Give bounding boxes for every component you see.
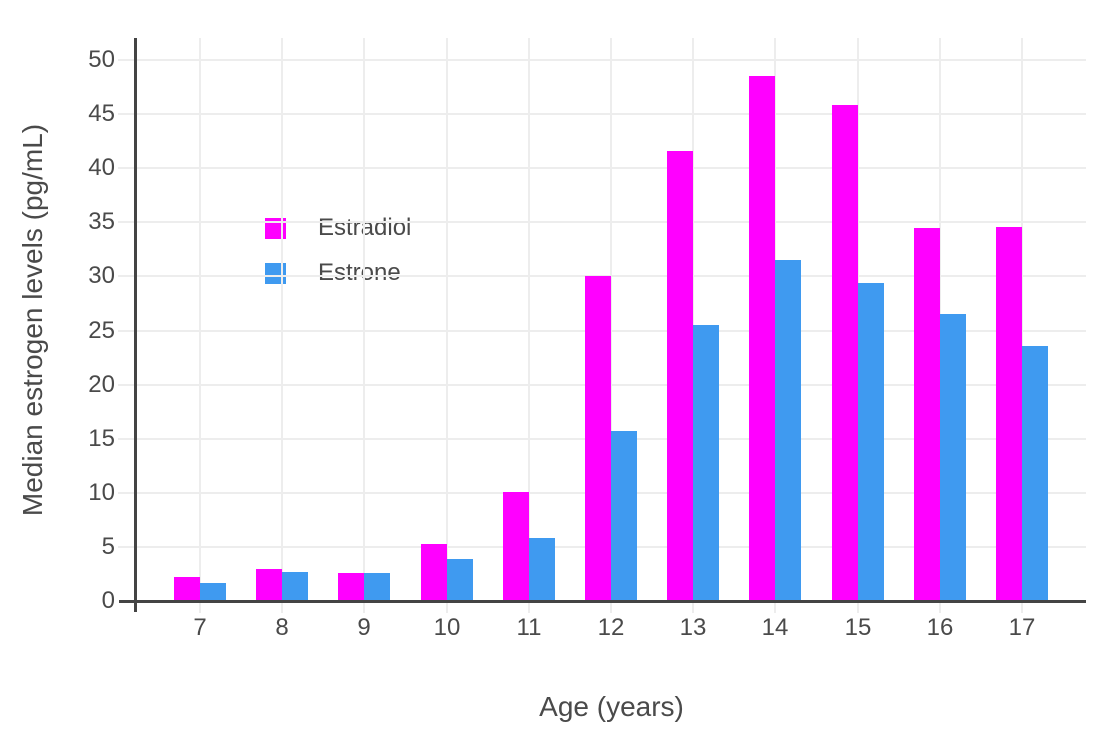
x-gridline (199, 38, 201, 601)
bar-estrone-age-12[interactable] (611, 431, 637, 601)
x-gridline (528, 38, 530, 601)
bar-estradiol-age-9[interactable] (338, 573, 364, 601)
bar-estradiol-age-14[interactable] (749, 76, 775, 601)
bar-estrone-age-16[interactable] (940, 314, 966, 601)
x-gridline (692, 38, 694, 601)
x-tick (857, 603, 859, 613)
bar-estrone-age-10[interactable] (447, 559, 473, 601)
x-gridline (446, 38, 448, 601)
y-axis-line (134, 38, 137, 612)
x-gridline (610, 38, 612, 601)
x-tick (281, 603, 283, 613)
bar-estradiol-age-15[interactable] (832, 105, 858, 601)
y-tick (118, 492, 137, 494)
bar-estrone-age-11[interactable] (529, 538, 555, 601)
x-tick (363, 603, 365, 613)
y-tick (118, 546, 137, 548)
bar-estradiol-age-11[interactable] (503, 492, 529, 601)
bar-estradiol-age-8[interactable] (256, 569, 282, 601)
bar-estradiol-age-13[interactable] (667, 151, 693, 601)
bar-estradiol-age-17[interactable] (996, 227, 1022, 601)
x-tick-label: 14 (761, 614, 789, 641)
x-tick (692, 603, 694, 613)
x-tick (939, 603, 941, 613)
x-tick (446, 603, 448, 613)
y-tick-label: 25 (88, 317, 115, 344)
x-tick (199, 603, 201, 613)
x-tick-label: 8 (275, 614, 289, 641)
x-tick-label: 17 (1008, 614, 1036, 641)
x-tick-label: 13 (679, 614, 707, 641)
legend-item-estrone[interactable]: Estrone (265, 259, 411, 287)
x-gridline (281, 38, 283, 601)
y-tick-label: 30 (88, 262, 115, 289)
bar-estrone-age-13[interactable] (693, 325, 719, 601)
y-tick (118, 221, 137, 223)
bar-estradiol-age-10[interactable] (421, 544, 447, 601)
legend-label: Estrone (318, 259, 401, 286)
y-tick-label: 45 (88, 100, 115, 127)
y-tick-label: 35 (88, 208, 115, 235)
bar-estradiol-age-12[interactable] (585, 276, 611, 601)
bar-estrone-age-7[interactable] (200, 583, 226, 601)
y-tick-label: 5 (101, 533, 115, 560)
x-gridline (363, 38, 365, 601)
bar-estrone-age-8[interactable] (282, 572, 308, 601)
y-tick (118, 167, 137, 169)
x-tick-label: 7 (193, 614, 207, 641)
y-tick-label: 40 (88, 154, 115, 181)
y-tick-label: 0 (101, 587, 115, 614)
x-axis-title: Age (years) (539, 691, 684, 722)
y-tick (118, 113, 137, 115)
bar-estrone-age-15[interactable] (858, 283, 884, 601)
y-tick-label: 50 (88, 46, 115, 73)
x-tick-label: 12 (597, 614, 625, 641)
bar-estrone-age-17[interactable] (1022, 346, 1048, 601)
x-tick-label: 16 (926, 614, 954, 641)
x-tick-label: 9 (357, 614, 371, 641)
bar-estradiol-age-7[interactable] (174, 577, 200, 601)
y-tick-label: 15 (88, 425, 115, 452)
y-tick (118, 275, 137, 277)
x-tick-label: 15 (844, 614, 872, 641)
y-tick-label: 20 (88, 371, 115, 398)
x-tick (774, 603, 776, 613)
legend-item-estradiol[interactable]: Estradiol (265, 214, 411, 242)
y-tick (118, 330, 137, 332)
legend-swatch-icon (265, 262, 286, 284)
y-tick (118, 59, 137, 61)
x-tick (610, 603, 612, 613)
bar-estradiol-age-16[interactable] (914, 228, 940, 601)
x-gridline (1021, 38, 1023, 601)
x-tick (528, 603, 530, 613)
y-tick (118, 384, 137, 386)
y-tick (118, 438, 137, 440)
bar-estrone-age-9[interactable] (364, 573, 390, 601)
x-tick-label: 11 (516, 614, 542, 641)
y-tick-label: 10 (88, 479, 115, 506)
legend: Estradiol Estrone (265, 214, 411, 304)
x-axis-line (119, 600, 1086, 603)
x-tick-label: 10 (433, 614, 461, 641)
x-tick (1021, 603, 1023, 613)
bar-estrone-age-14[interactable] (775, 260, 801, 601)
